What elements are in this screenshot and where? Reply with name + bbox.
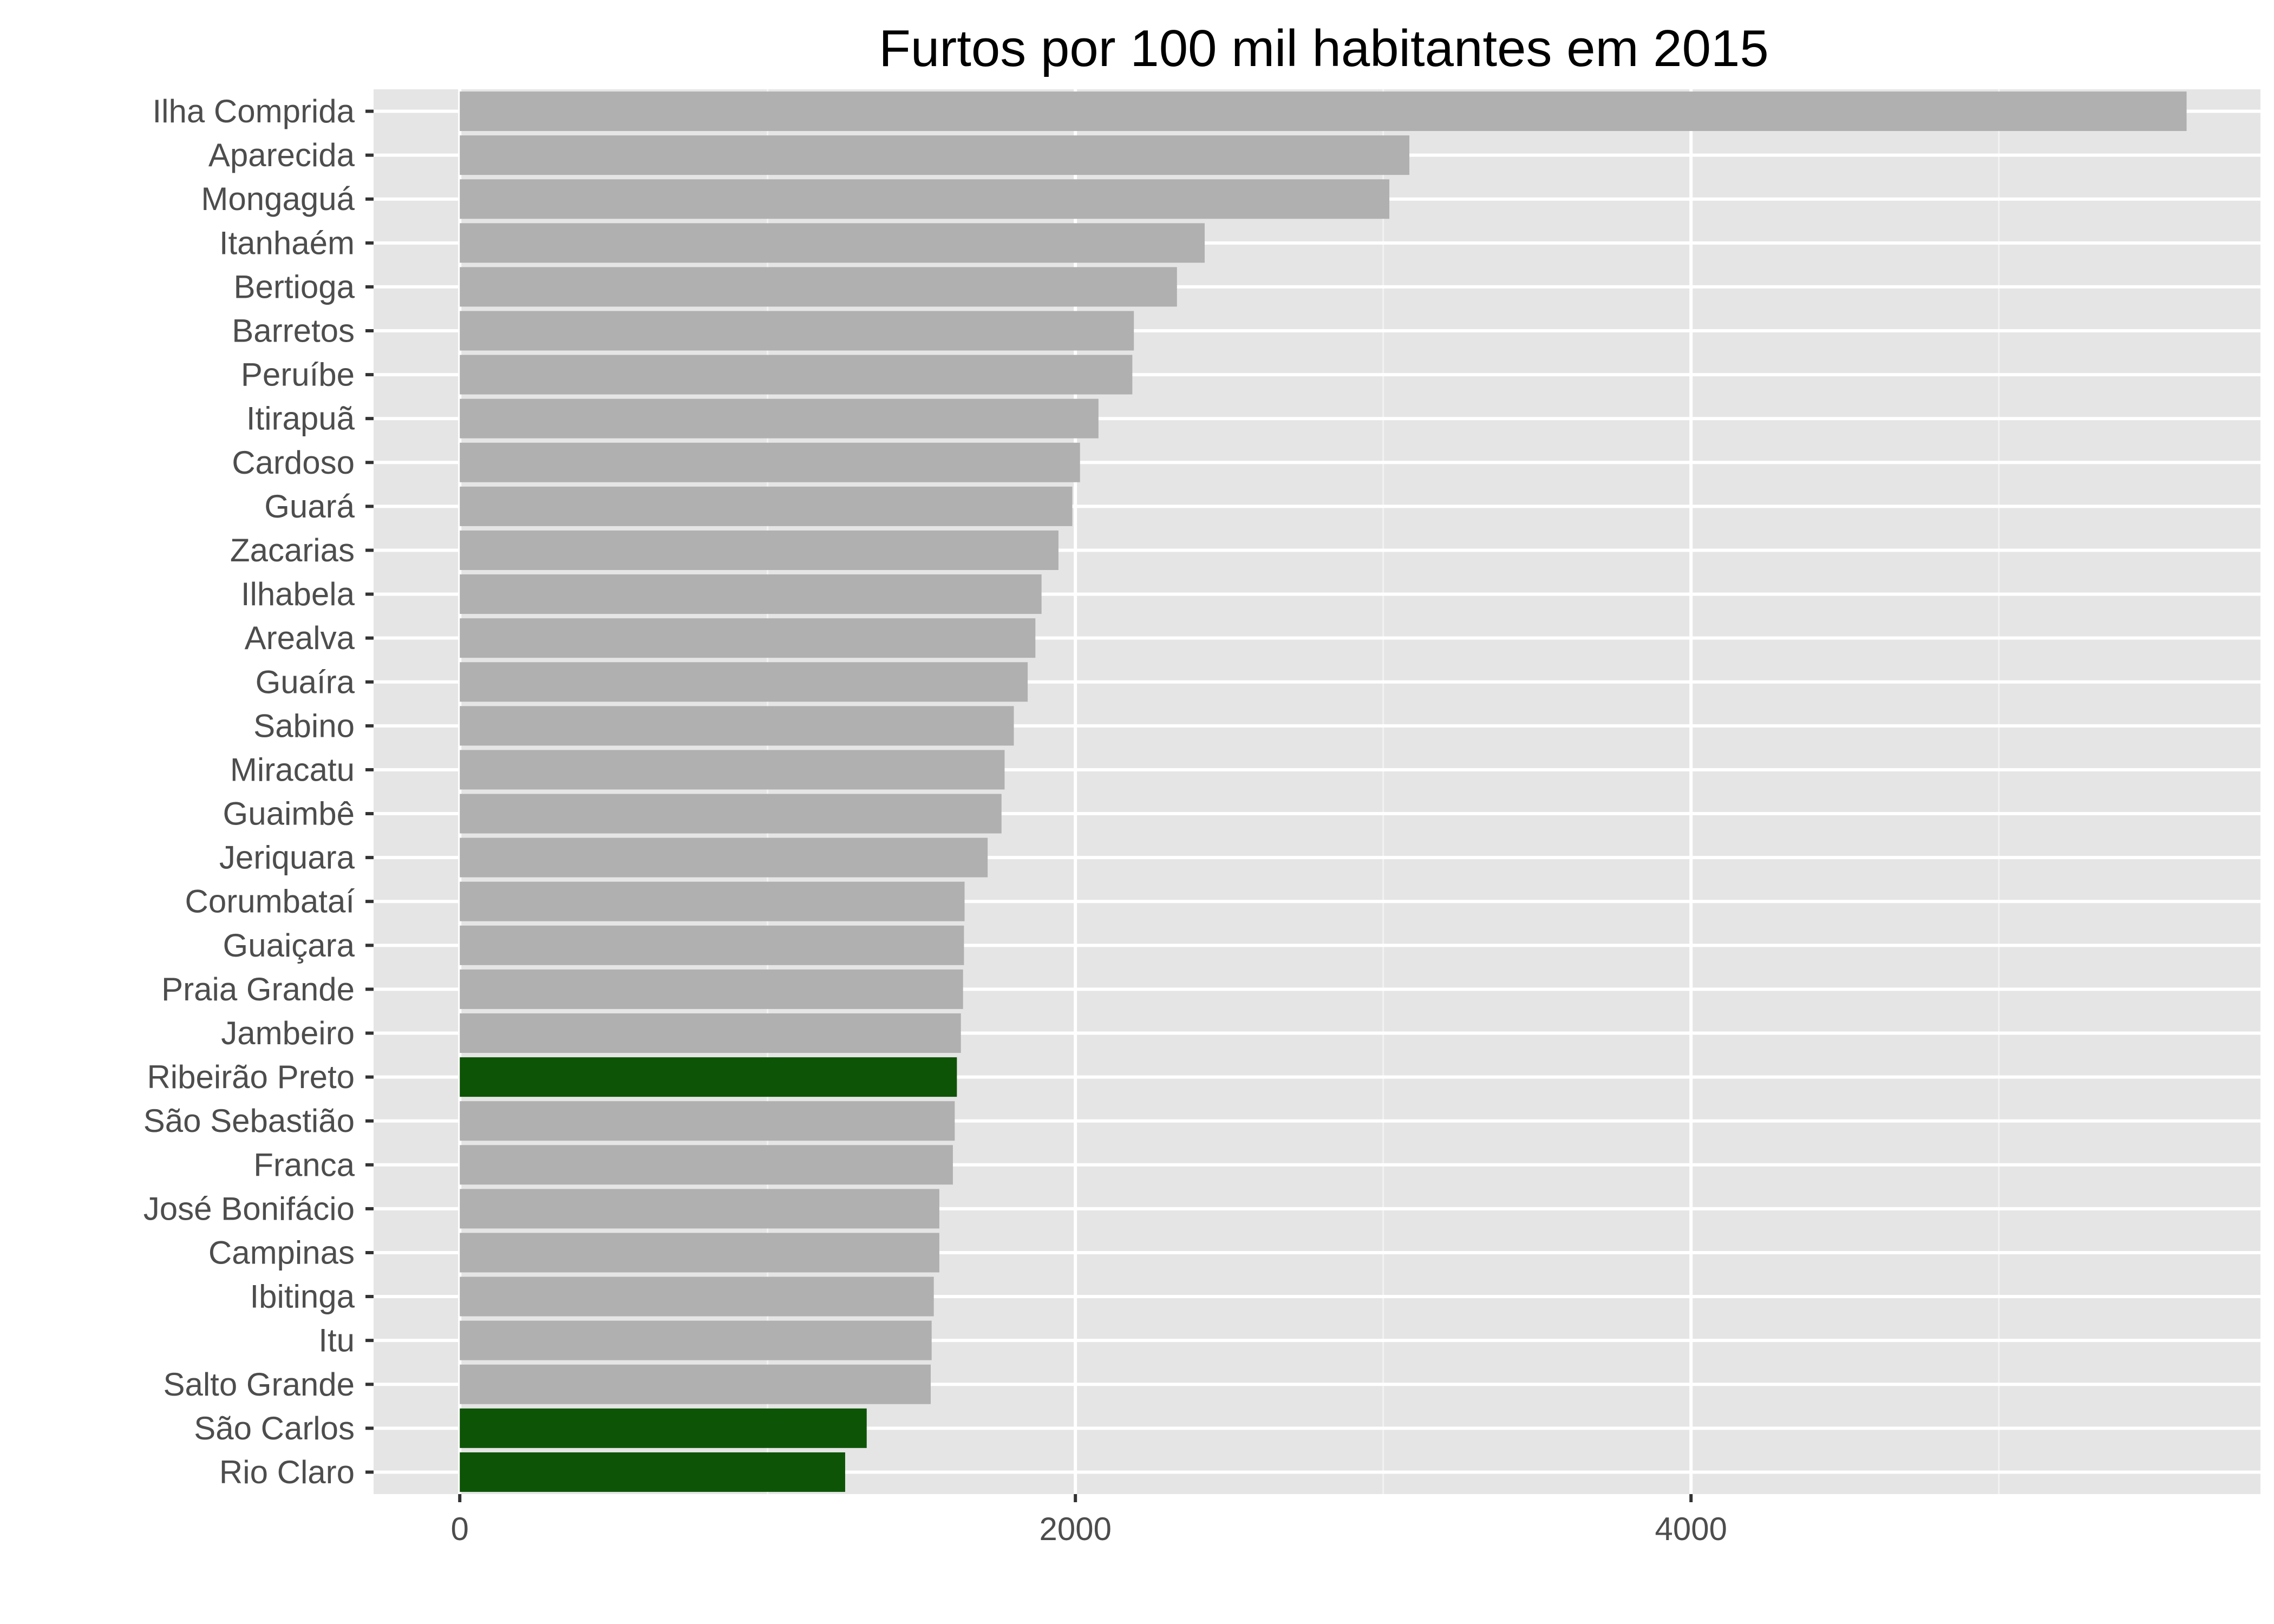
bar — [460, 1276, 934, 1317]
y-tick-label: Guaiçara — [223, 927, 355, 964]
bar — [460, 530, 1058, 570]
x-tick-label: 4000 — [1655, 1511, 1727, 1547]
y-tick-label: Miracatu — [230, 751, 355, 788]
y-tick-label: Itirapuã — [246, 401, 355, 437]
y-tick-label: Itanhaém — [219, 225, 355, 261]
bar — [460, 969, 963, 1009]
bar — [460, 1013, 961, 1053]
y-tick-label: Ibitinga — [250, 1279, 355, 1315]
bar — [460, 1057, 957, 1097]
bar — [460, 925, 964, 965]
y-tick-label: Arealva — [245, 620, 355, 656]
bar — [460, 1145, 953, 1185]
bar — [460, 574, 1042, 614]
y-tick-label: Praia Grande — [161, 971, 355, 1007]
y-tick-label: Ilha Comprida — [152, 93, 355, 129]
bars — [460, 91, 2187, 1492]
bar — [460, 398, 1099, 438]
y-tick-label: Itu — [318, 1322, 355, 1359]
y-tick-label: Guaíra — [256, 664, 355, 700]
bar — [460, 750, 1005, 790]
y-tick-label: Jeriquara — [219, 840, 355, 876]
bar — [460, 486, 1073, 526]
y-tick-label: Rio Claro — [219, 1454, 355, 1490]
bar — [460, 1233, 939, 1273]
bar — [460, 1101, 955, 1141]
y-tick-label: Campinas — [208, 1234, 355, 1271]
y-tick-label: Barretos — [232, 313, 355, 349]
x-tick-label: 2000 — [1039, 1511, 1111, 1547]
bar — [460, 135, 1410, 175]
y-tick-label: Zacarias — [230, 532, 355, 568]
y-tick-label: Ribeirão Preto — [147, 1059, 355, 1095]
x-tick-label: 0 — [450, 1511, 468, 1547]
bar — [460, 267, 1177, 307]
bar — [460, 1452, 845, 1492]
y-axis: Ilha Comprida Aparecida Mongaguá Itanhaém Be… — [143, 93, 374, 1490]
bar — [460, 881, 965, 921]
y-tick-label: Peruíbe — [241, 357, 355, 393]
y-tick-label: José Bonifácio — [143, 1190, 355, 1227]
y-tick-label: Ilhabela — [241, 576, 355, 612]
chart-title: Furtos por 100 mil habitantes em 2015 — [879, 19, 1769, 77]
x-axis: 0 2000 4000 — [450, 1494, 1727, 1547]
bar — [460, 179, 1390, 219]
y-tick-label: Bertioga — [234, 269, 355, 305]
bar — [460, 662, 1028, 702]
y-tick-label: São Carlos — [194, 1410, 355, 1446]
bar — [460, 794, 1002, 834]
bar — [460, 355, 1133, 395]
y-tick-label: Mongaguá — [201, 181, 355, 217]
y-tick-label: Salto Grande — [163, 1366, 355, 1403]
y-tick-label: Guará — [264, 488, 355, 525]
y-tick-label: Corumbataí — [185, 883, 355, 920]
y-tick-label: Guaimbê — [223, 796, 355, 832]
y-tick-label: Jambeiro — [221, 1015, 355, 1051]
y-tick-label: Franca — [253, 1147, 355, 1183]
bar — [460, 1189, 939, 1229]
bar — [460, 706, 1014, 746]
bar — [460, 311, 1134, 351]
bar — [460, 1320, 932, 1360]
bar — [460, 91, 2187, 132]
bar — [460, 223, 1205, 263]
y-tick-label: Aparecida — [208, 137, 355, 173]
bar — [460, 1364, 931, 1404]
bar — [460, 1408, 867, 1448]
y-tick-label: Cardoso — [232, 444, 355, 481]
bar — [460, 618, 1036, 658]
bar — [460, 442, 1080, 482]
bar — [460, 837, 988, 878]
y-tick-label: São Sebastião — [143, 1103, 355, 1139]
y-tick-label: Sabino — [253, 708, 355, 744]
